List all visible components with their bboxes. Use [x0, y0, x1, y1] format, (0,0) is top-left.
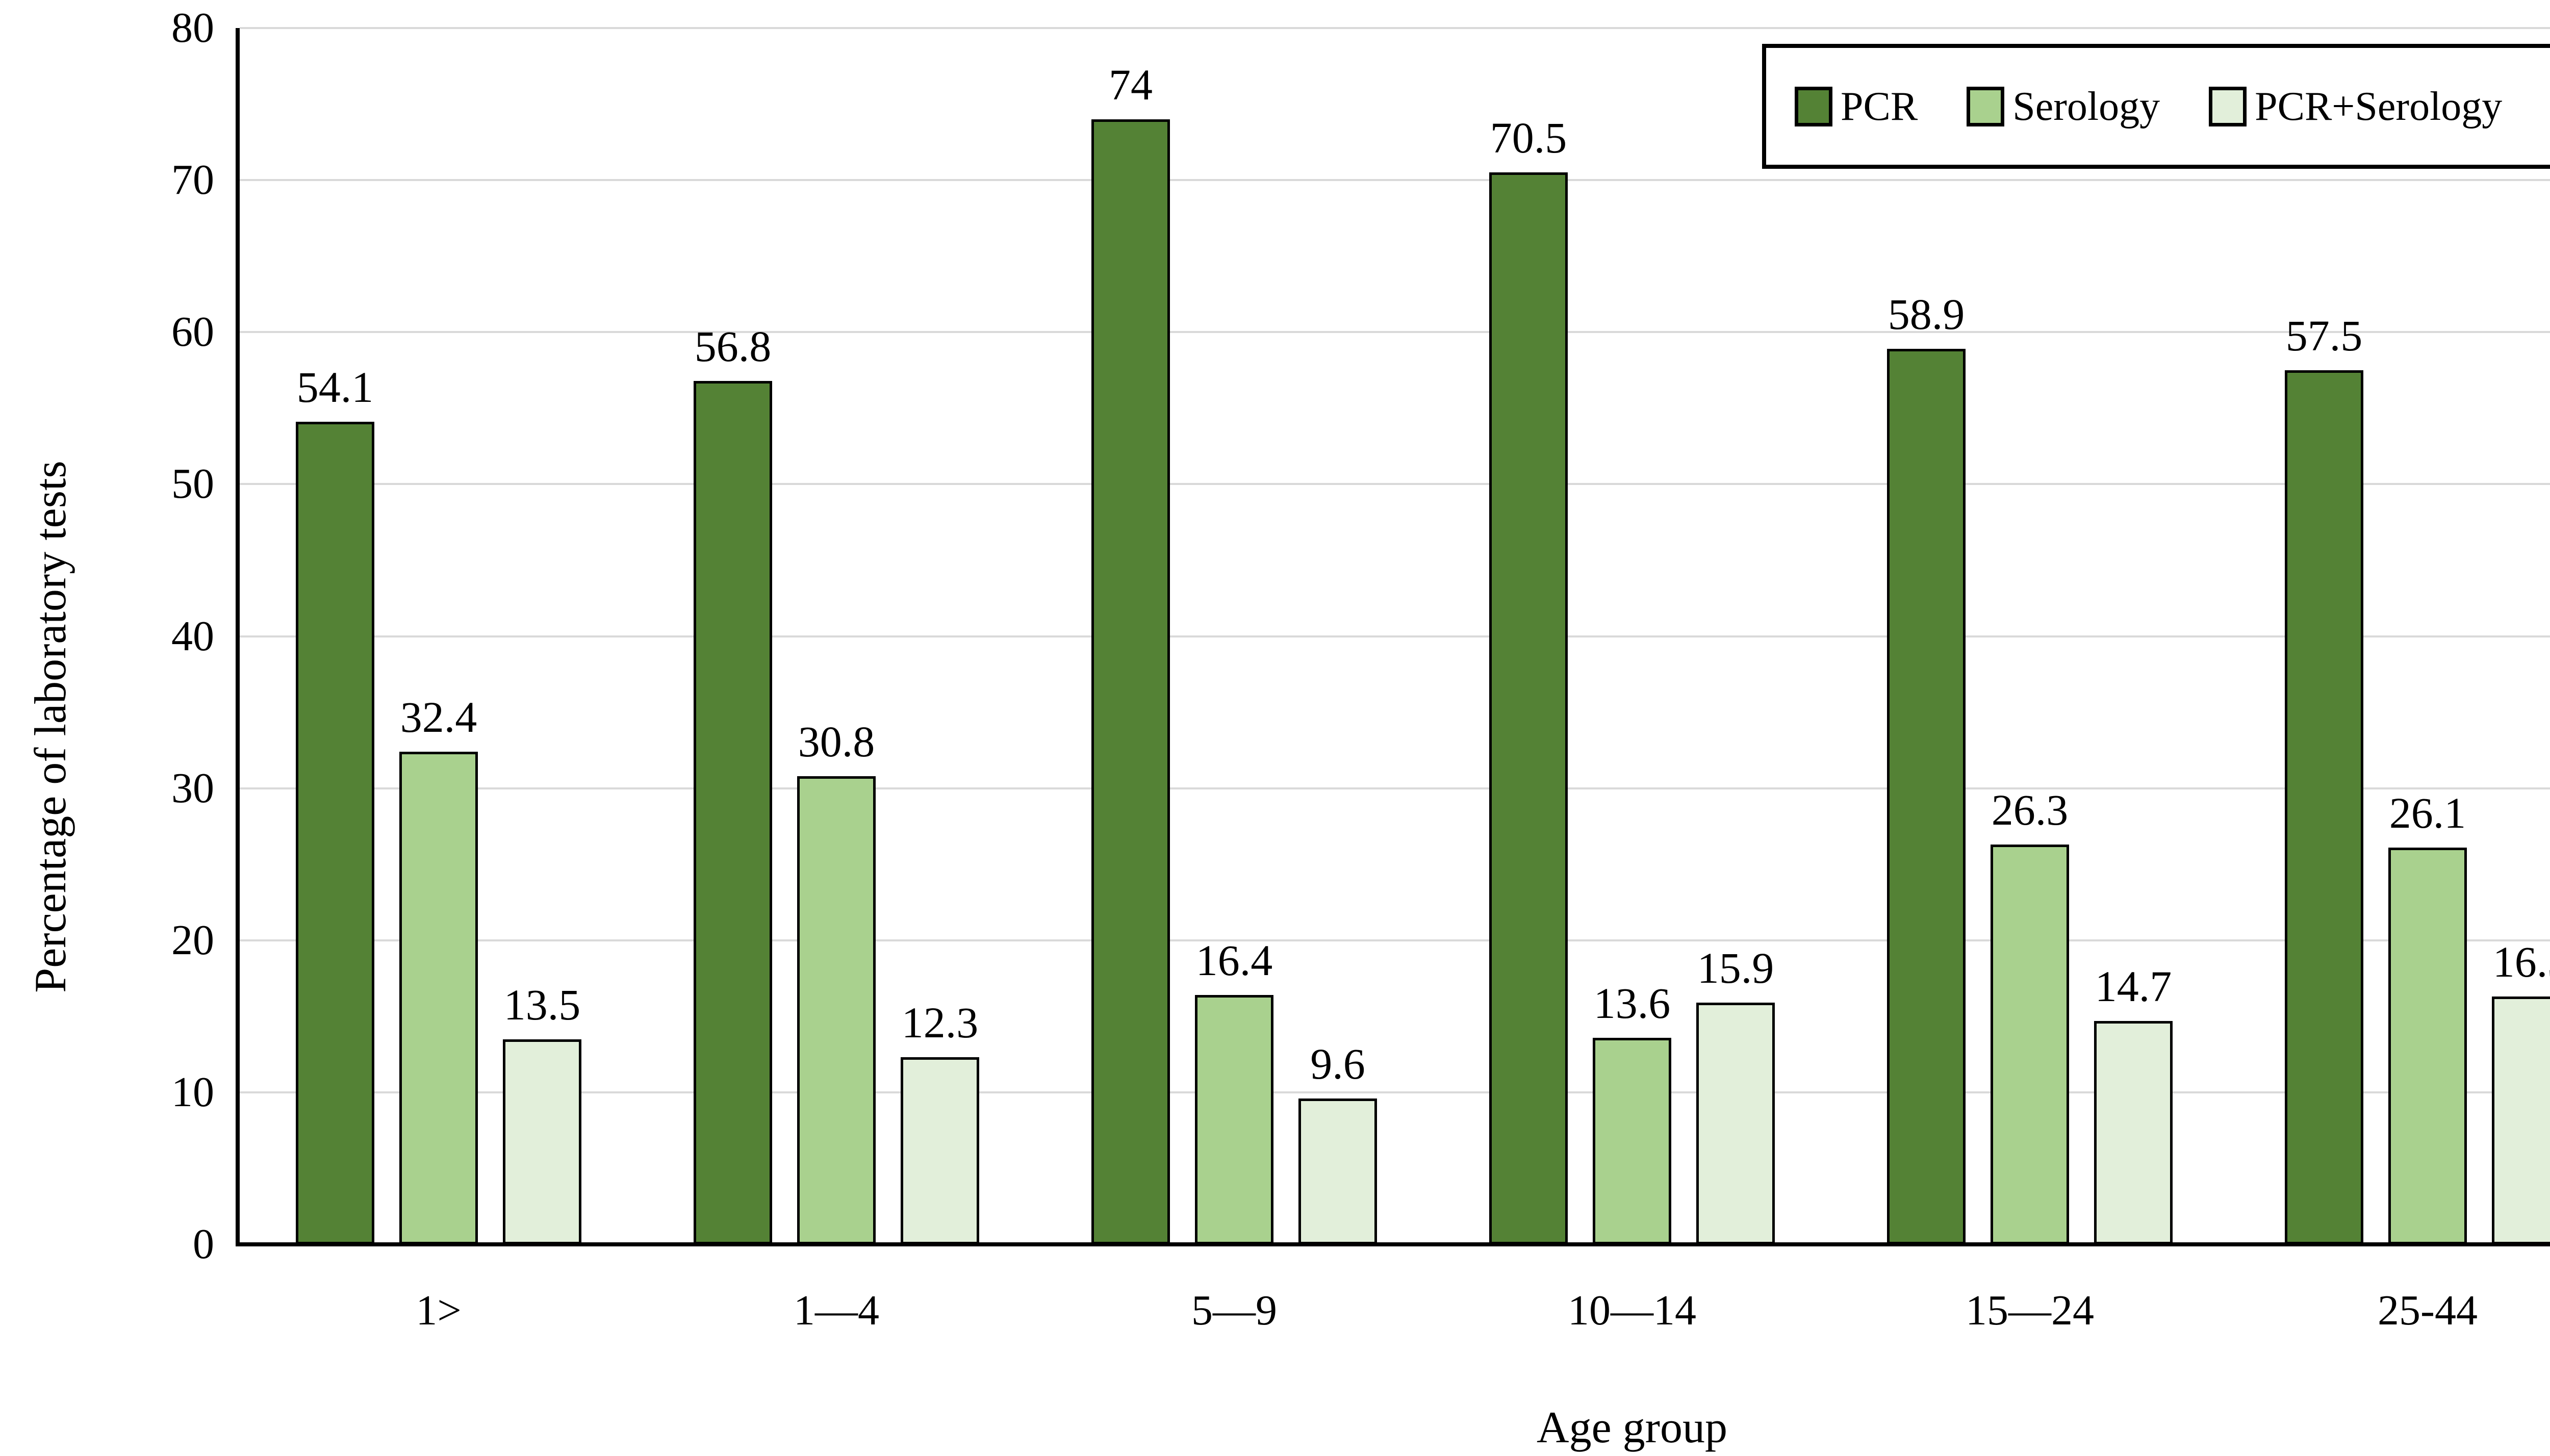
- legend-items: PCR Serology PCR+Serology: [1766, 82, 2502, 131]
- bar: [1593, 1037, 1671, 1244]
- legend: PCR Serology PCR+Serology: [1762, 44, 2550, 169]
- bar: [503, 1039, 581, 1244]
- y-tick-label: 40: [171, 612, 214, 660]
- bar: [1991, 844, 2069, 1244]
- x-tick-label: 1—4: [794, 1287, 879, 1334]
- gridline: [240, 331, 2550, 334]
- bar: [399, 752, 478, 1244]
- x-tick-label: 25-44: [2378, 1287, 2478, 1334]
- bar-value-label: 32.4: [400, 693, 477, 742]
- bar-value-label: 13.6: [1593, 978, 1671, 1028]
- bar-value-label: 16.3: [2492, 937, 2550, 987]
- y-tick-label: 80: [171, 4, 214, 52]
- bar-value-label: 13.5: [503, 980, 581, 1029]
- bar-value-label: 14.7: [2095, 961, 2172, 1011]
- legend-item: PCR: [1795, 82, 1918, 131]
- bar-value-label: 12.3: [901, 998, 979, 1048]
- gridline: [240, 635, 2550, 637]
- bar-value-label: 9.6: [1310, 1039, 1365, 1088]
- legend-item: PCR+Serology: [2209, 82, 2502, 131]
- bar-value-label: 26.1: [2389, 788, 2466, 837]
- bar: [1489, 172, 1568, 1244]
- gridline: [240, 27, 2550, 29]
- bar: [1887, 349, 1966, 1244]
- bar-value-label: 26.3: [1991, 785, 2069, 834]
- bar-value-label: 54.1: [296, 363, 374, 412]
- bar-value-label: 16.4: [1195, 936, 1273, 985]
- legend-label: PCR+Serology: [2255, 84, 2503, 129]
- bar-value-label: 30.8: [798, 717, 875, 766]
- y-tick-label: 60: [171, 308, 214, 356]
- bar: [901, 1057, 979, 1244]
- legend-swatch: [1967, 86, 2005, 126]
- gridline: [240, 939, 2550, 941]
- x-tick-label: 10—14: [1568, 1287, 1696, 1334]
- legend-item: Serology: [1967, 82, 2160, 131]
- bar: [1298, 1098, 1377, 1244]
- gridline: [240, 1091, 2550, 1093]
- gridline: [240, 483, 2550, 486]
- legend-label: PCR: [1841, 84, 1918, 129]
- y-tick-label: 10: [171, 1068, 214, 1116]
- bar: [694, 380, 772, 1244]
- bar: [1091, 119, 1170, 1244]
- bar: [2492, 997, 2550, 1244]
- y-tick-label: 0: [193, 1220, 214, 1268]
- bar-value-label: 70.5: [1490, 113, 1567, 163]
- y-tick-label: 20: [171, 916, 214, 964]
- bar-value-label: 15.9: [1697, 943, 1774, 992]
- bar: [2388, 847, 2467, 1244]
- x-axis-line: [236, 1242, 2550, 1246]
- bar-value-label: 58.9: [1888, 290, 1965, 339]
- bar: [2094, 1020, 2173, 1244]
- x-tick-label: 1>: [416, 1287, 462, 1334]
- legend-swatch: [1795, 86, 1832, 126]
- x-tick-label: 15—24: [1966, 1287, 2094, 1334]
- bar: [1195, 995, 1273, 1244]
- x-tick-label: 5—9: [1191, 1287, 1277, 1334]
- bar: [1696, 1002, 1775, 1244]
- gridline: [240, 787, 2550, 789]
- y-tick-label: 50: [171, 460, 214, 508]
- y-axis-line: [236, 28, 240, 1246]
- gridline: [240, 179, 2550, 182]
- bar-value-label: 74: [1109, 60, 1153, 109]
- x-axis-title: Age group: [1537, 1403, 1727, 1452]
- bar: [797, 776, 876, 1244]
- legend-label: Serology: [2012, 84, 2160, 129]
- y-tick-label: 70: [171, 156, 214, 204]
- bar-value-label: 56.8: [694, 321, 772, 371]
- bar-value-label: 57.5: [2285, 311, 2363, 360]
- legend-swatch: [2209, 86, 2247, 126]
- bar: [296, 422, 374, 1244]
- y-tick-label: 30: [171, 764, 214, 812]
